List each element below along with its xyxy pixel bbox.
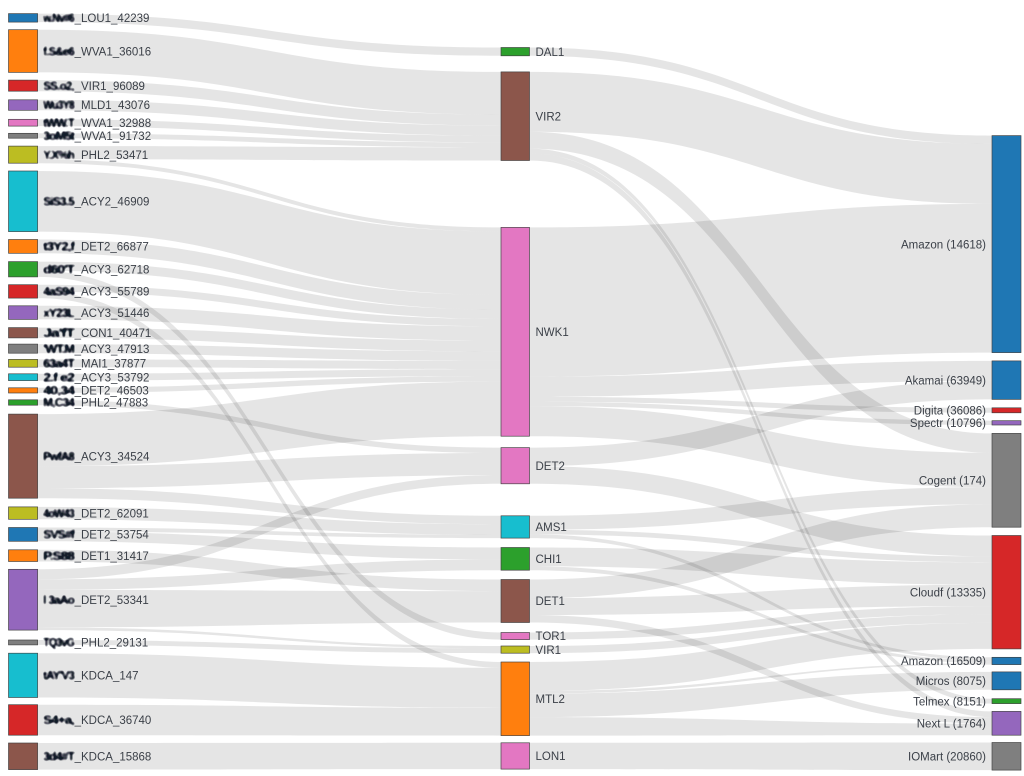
svg-text:P.S88: P.S88 (43, 551, 76, 563)
svg-text:xY23L: xY23L (43, 308, 75, 320)
svg-text:Wu3Y8: Wu3Y8 (43, 100, 75, 112)
svg-text:TQ3vG: TQ3vG (43, 638, 75, 650)
svg-text:NWK1: NWK1 (536, 327, 569, 339)
svg-text:MTL2: MTL2 (536, 694, 565, 706)
svg-text:DET1: DET1 (536, 596, 565, 608)
svg-text:_WVA1_91732: _WVA1_91732 (74, 131, 152, 143)
svg-text:_VIR1_96089: _VIR1_96089 (74, 81, 145, 93)
svg-text:_LOU1_42239: _LOU1_42239 (74, 13, 150, 25)
svg-text:_CON1_40471: _CON1_40471 (74, 328, 152, 340)
svg-text:f.S&e6: f.S&e6 (43, 46, 74, 58)
svg-text:3d4#T: 3d4#T (43, 752, 75, 764)
svg-text:Amazon (16509): Amazon (16509) (901, 656, 986, 668)
svg-text:VIR1: VIR1 (536, 645, 562, 657)
svg-text:_DET2_53341: _DET2_53341 (74, 595, 149, 607)
svg-text:Spectr (10796): Spectr (10796) (910, 418, 986, 430)
svg-text:_DET2_46503: _DET2_46503 (74, 386, 149, 398)
svg-text:CHI1: CHI1 (536, 554, 562, 566)
svg-text:2.f e2: 2.f e2 (43, 372, 75, 384)
svg-text:SVS#f: SVS#f (43, 530, 75, 542)
svg-text:Akamai (63949): Akamai (63949) (905, 375, 986, 387)
svg-text:t3Y2,f: t3Y2,f (43, 242, 75, 254)
svg-text:_KDCA_147: _KDCA_147 (74, 671, 139, 683)
svg-text:LON1: LON1 (536, 751, 566, 763)
svg-text:_ACY3_47913: _ACY3_47913 (74, 344, 150, 356)
svg-text:4oW43: 4oW43 (43, 508, 74, 520)
svg-text:_PHL2_53471: _PHL2_53471 (74, 150, 149, 162)
svg-text:l 3aAo: l 3aAo (43, 595, 75, 607)
svg-text:SiS3.5: SiS3.5 (43, 197, 75, 209)
svg-text:_WVA1_36016: _WVA1_36016 (74, 46, 152, 58)
svg-text:DAL1: DAL1 (536, 47, 565, 59)
svg-text:DET2: DET2 (536, 461, 565, 473)
svg-text:_DET2_66877: _DET2_66877 (74, 242, 149, 254)
svg-text:_MAI1_37877: _MAI1_37877 (74, 359, 147, 371)
svg-text:Digita (36086): Digita (36086) (914, 406, 986, 418)
svg-text:Amazon (14618): Amazon (14618) (901, 239, 986, 251)
svg-text:AMS1: AMS1 (536, 522, 567, 534)
svg-text:Y.X%h: Y.X%h (43, 150, 75, 162)
svg-text:VIR2: VIR2 (536, 111, 562, 123)
svg-text:S4+a,: S4+a, (43, 715, 75, 727)
svg-text:w.Nv#6: w.Nv#6 (42, 13, 74, 25)
svg-text:TOR1: TOR1 (536, 631, 566, 643)
svg-text:4aS94: 4aS94 (43, 287, 75, 299)
svg-text:_ACY2_46909: _ACY2_46909 (74, 197, 150, 209)
svg-text:_ACY3_51446: _ACY3_51446 (74, 308, 150, 320)
svg-text:_PHL2_29131: _PHL2_29131 (74, 638, 149, 650)
svg-text:_DET1_31417: _DET1_31417 (74, 551, 149, 563)
svg-text:'WT.M: 'WT.M (43, 344, 74, 356)
svg-text:d60'T: d60'T (43, 264, 75, 276)
svg-text:40,34: 40,34 (43, 386, 76, 398)
svg-text:IOMart (20860): IOMart (20860) (908, 752, 986, 764)
svg-text:_MLD1_43076: _MLD1_43076 (74, 100, 150, 112)
svg-text:_WVA1_32988: _WVA1_32988 (74, 118, 152, 130)
svg-text:3oM5t: 3oM5t (43, 131, 75, 143)
svg-text:Telmex (8151): Telmex (8151) (913, 696, 986, 708)
svg-text:_ACY3_53792: _ACY3_53792 (74, 372, 150, 384)
svg-text:_ACY3_34524: _ACY3_34524 (74, 451, 150, 463)
svg-text:_DET2_62091: _DET2_62091 (74, 508, 149, 520)
svg-text:SS.o2,: SS.o2, (43, 81, 75, 93)
svg-text:63a4T: 63a4T (43, 359, 75, 371)
svg-text:M,C34: M,C34 (43, 398, 75, 410)
svg-text:_KDCA_15868: _KDCA_15868 (74, 752, 152, 764)
svg-text:Ja'fT: Ja'fT (43, 328, 75, 340)
svg-text:PwfA8: PwfA8 (43, 451, 75, 463)
svg-text:_ACY3_55789: _ACY3_55789 (74, 287, 150, 299)
svg-text:Next L (1764): Next L (1764) (917, 719, 986, 731)
svg-text:_ACY3_62718: _ACY3_62718 (74, 264, 150, 276)
svg-text:_KDCA_36740: _KDCA_36740 (74, 715, 152, 727)
svg-text:Cogent (174): Cogent (174) (919, 476, 986, 488)
svg-text:_PHL2_47883: _PHL2_47883 (74, 398, 149, 410)
svg-text:tWW.T: tWW.T (43, 118, 75, 130)
svg-text:Cloudf (13335): Cloudf (13335) (910, 587, 986, 599)
svg-text:tAY'V3: tAY'V3 (43, 671, 74, 683)
svg-text:_DET2_53754: _DET2_53754 (74, 530, 150, 542)
svg-text:Micros (8075): Micros (8075) (916, 676, 986, 688)
